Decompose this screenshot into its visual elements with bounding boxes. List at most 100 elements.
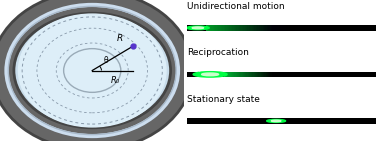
Bar [270,72,272,77]
Bar [350,25,352,31]
Bar [187,25,376,31]
Bar [251,72,253,77]
Bar [243,25,245,31]
Bar [328,25,329,31]
Text: (c): (c) [190,110,201,119]
Bar [315,72,316,77]
Bar [303,72,304,77]
Bar [311,25,313,31]
Bar [345,25,346,31]
Bar [211,25,213,31]
Bar [250,72,251,77]
Bar [234,25,235,31]
Bar [215,25,217,31]
Bar [284,72,285,77]
Bar [333,25,335,31]
Bar [296,72,297,77]
Bar [368,25,370,31]
Bar [226,25,228,31]
Bar [294,72,296,77]
Bar [314,25,315,31]
Bar [255,72,256,77]
Bar [231,72,232,77]
Bar [206,25,207,31]
Bar [268,25,270,31]
Bar [287,72,288,77]
Bar [286,25,288,31]
Bar [313,25,314,31]
Bar [232,72,233,77]
Bar [276,72,277,77]
Bar [281,72,282,77]
Bar [277,25,278,31]
Bar [214,25,215,31]
Bar [275,72,276,77]
Bar [317,72,318,77]
Bar [353,25,354,31]
Bar [256,25,257,31]
Bar [254,72,255,77]
Bar [324,25,325,31]
Bar [286,72,287,77]
Bar [306,72,308,77]
Bar [217,25,218,31]
Bar [230,72,231,77]
Bar [242,25,243,31]
Bar [302,25,303,31]
Bar [325,25,327,31]
Bar [261,72,262,77]
Bar [288,72,290,77]
Bar [318,25,319,31]
Bar [293,25,294,31]
Bar [253,72,254,77]
Bar [262,72,263,77]
Bar [299,25,300,31]
Bar [347,25,349,31]
Bar [220,25,221,31]
Bar [306,25,307,31]
Text: Reciprocation: Reciprocation [187,48,249,57]
Bar [274,25,275,31]
Bar [260,72,261,77]
Bar [265,72,266,77]
Bar [238,25,239,31]
Circle shape [19,14,166,127]
Bar [269,72,270,77]
Bar [207,25,209,31]
Bar [294,25,296,31]
Bar [234,72,235,77]
Bar [245,25,246,31]
Bar [301,72,302,77]
Bar [299,72,301,77]
Bar [284,25,285,31]
Bar [236,25,238,31]
Bar [242,72,243,77]
Bar [210,25,211,31]
Bar [245,72,246,77]
Bar [300,25,302,31]
Bar [364,25,366,31]
Bar [279,25,281,31]
Bar [277,72,279,77]
Bar [246,72,248,77]
Bar [327,25,328,31]
Bar [225,25,226,31]
Bar [252,25,253,31]
Bar [363,25,364,31]
Bar [366,25,367,31]
Bar [343,25,345,31]
Bar [282,25,284,31]
Text: (a): (a) [190,17,202,26]
Bar [285,25,286,31]
Bar [311,72,312,77]
Bar [322,25,324,31]
Text: R: R [116,34,122,43]
Bar [250,25,252,31]
Bar [308,72,309,77]
Bar [341,25,342,31]
Bar [263,25,264,31]
Bar [331,25,332,31]
Text: R₀: R₀ [111,76,120,85]
Bar [268,72,269,77]
Bar [290,72,291,77]
